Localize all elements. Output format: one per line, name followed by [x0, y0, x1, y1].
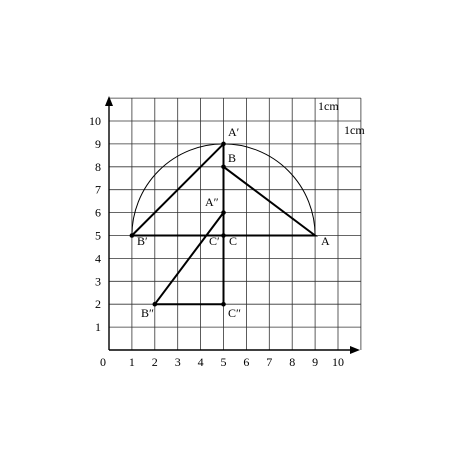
- x-tick-label: 10: [332, 355, 344, 369]
- tick-labels: 0 1 2 3 4 5 6 7 8 9 10 1 2 3 4 5 6 7 8 9 10: [89, 114, 344, 369]
- x-tick-label: 4: [198, 355, 204, 369]
- vertex-dot: [221, 210, 226, 215]
- vertex-dots: [129, 141, 226, 307]
- vertex-dot: [221, 141, 226, 147]
- y-tick-label: 7: [95, 183, 101, 197]
- x-tick-label: 7: [266, 355, 272, 369]
- vertex-labels: A B C A′ B′ C′ A″ B″ C″: [137, 125, 330, 320]
- y-tick-label: 5: [95, 229, 101, 243]
- x-tick-label: 3: [175, 355, 181, 369]
- y-tick-label: 3: [95, 274, 101, 288]
- unit-label-horizontal: 1cm: [318, 99, 339, 113]
- unit-label-vertical: 1cm: [344, 123, 365, 137]
- label-a: A: [321, 234, 330, 248]
- x-tick-label: 1: [129, 355, 135, 369]
- label-b-double-prime: B″: [141, 306, 154, 320]
- y-tick-label: 9: [95, 137, 101, 151]
- vertex-dot: [152, 301, 158, 307]
- y-tick-label: 6: [95, 206, 101, 220]
- label-a-double-prime: A″: [205, 195, 219, 209]
- y-tick-label: 10: [89, 114, 101, 128]
- label-c-prime: C′: [209, 234, 220, 248]
- label-c-double-prime: C″: [228, 306, 241, 320]
- y-tick-label: 2: [95, 297, 101, 311]
- label-c: C: [229, 234, 237, 248]
- x-tick-label: 8: [289, 355, 295, 369]
- axes: [105, 96, 360, 354]
- x-axis-arrow: [350, 346, 360, 354]
- triangles: [129, 141, 319, 306]
- x-tick-label: 6: [243, 355, 249, 369]
- triangle-a1b1c1: [129, 141, 225, 237]
- vertex-dot: [221, 164, 226, 170]
- vertex-dot: [221, 301, 226, 307]
- y-tick-label: 8: [95, 160, 101, 174]
- x-tick-label: 2: [152, 355, 158, 369]
- vertex-dot: [129, 233, 135, 238]
- y-tick-label: 1: [95, 320, 101, 334]
- x-tick-label: 0: [100, 355, 106, 369]
- label-b: B: [228, 151, 236, 165]
- triangle-a2b2c2: [152, 209, 225, 306]
- y-tick-label: 4: [95, 251, 101, 265]
- grid: [109, 97, 362, 350]
- vertex-dot: [221, 233, 226, 238]
- x-tick-label: 9: [312, 355, 318, 369]
- label-a-prime: A′: [228, 125, 240, 139]
- label-b-prime: B′: [137, 234, 148, 248]
- x-tick-label: 5: [221, 355, 227, 369]
- y-axis-arrow: [105, 96, 113, 106]
